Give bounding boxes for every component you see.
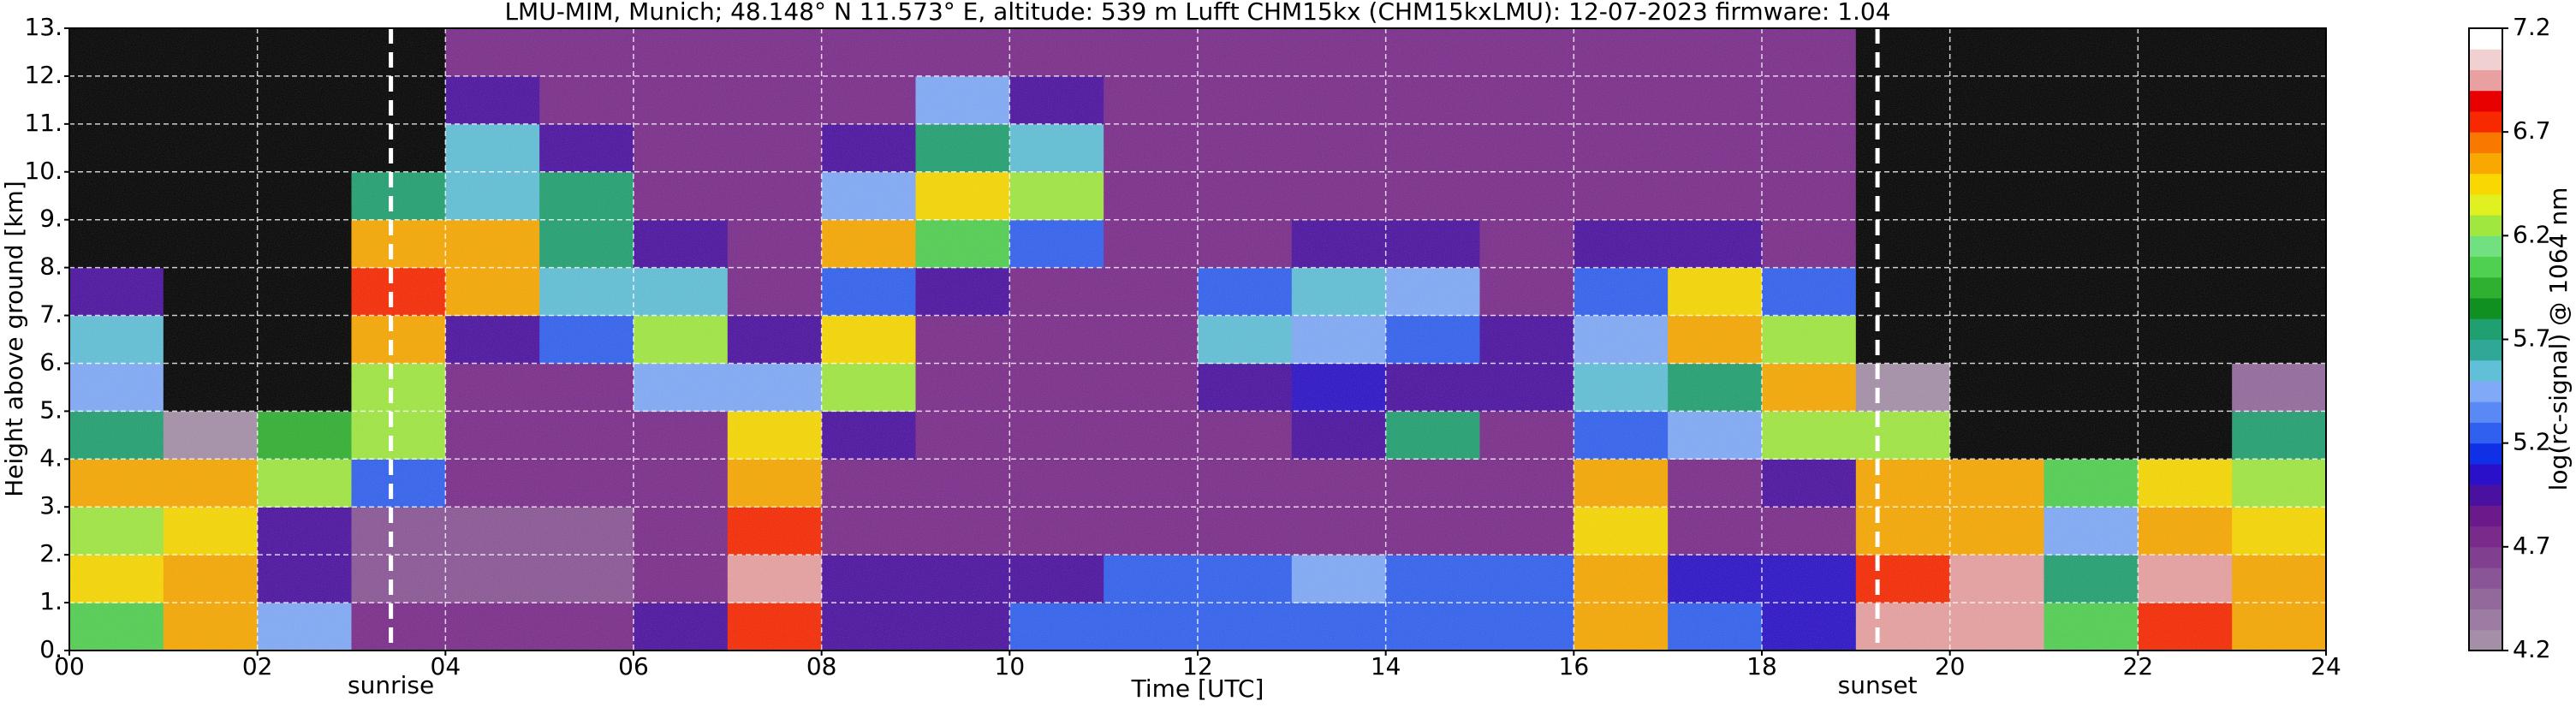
- y-tick-label: 7.: [39, 300, 62, 329]
- colorbar-swatch: [2469, 380, 2502, 402]
- x-tick-label: 04: [431, 652, 461, 680]
- colorbar-swatch: [2469, 339, 2502, 361]
- colorbar-swatch: [2469, 567, 2502, 589]
- colorbar-swatch: [2469, 422, 2502, 444]
- colorbar-swatch: [2469, 609, 2502, 631]
- colorbar-swatch: [2469, 526, 2502, 548]
- colorbar-swatch: [2469, 28, 2502, 50]
- colorbar-swatch: [2469, 629, 2502, 651]
- colorbar-tick-label: 7.2: [2513, 13, 2551, 41]
- colorbar-swatch: [2469, 173, 2502, 195]
- colorbar-swatch: [2469, 69, 2502, 92]
- x-tick-label: 24: [2311, 652, 2341, 680]
- x-axis-label: Time [UTC]: [1131, 674, 1264, 703]
- y-tick-label: 2.: [39, 539, 62, 567]
- y-tick-label: 0.: [39, 635, 62, 663]
- colorbar-label: log(rc-signal) @ 1064 nm: [2544, 187, 2573, 491]
- y-tick-label: 6.: [39, 348, 62, 376]
- colorbar-swatch: [2469, 49, 2502, 70]
- colorbar-tick-label: 4.2: [2513, 635, 2551, 663]
- colorbar-swatch: [2469, 318, 2502, 340]
- colorbar-swatch: [2469, 256, 2502, 278]
- y-tick-label: 4.: [39, 443, 62, 472]
- x-tick-label: 06: [618, 652, 649, 680]
- colorbar-swatch: [2469, 443, 2502, 465]
- y-tick-label: 11.: [24, 109, 62, 137]
- colorbar-tick-label: 6.2: [2513, 220, 2551, 248]
- y-tick-label: 10.: [24, 157, 62, 185]
- y-tick-label: 9.: [39, 205, 62, 233]
- x-tick-label: 00: [54, 652, 85, 680]
- x-tick-label: 08: [806, 652, 837, 680]
- colorbar-swatch: [2469, 276, 2502, 299]
- x-tick-label: 12: [1182, 652, 1213, 680]
- x-tick-label: 18: [1746, 652, 1777, 680]
- y-tick-label: 8.: [39, 253, 62, 281]
- colorbar-swatch: [2469, 90, 2502, 112]
- x-tick-label: 02: [242, 652, 273, 680]
- overlay: 0. 1. 2. 3. 4. 5. 6. 7. 8. 9. 10. 11. 12. 13. 00 02 04 06…: [24, 13, 2550, 699]
- y-axis-label: Height above ground [km]: [0, 181, 28, 497]
- colorbar-swatch: [2469, 401, 2502, 423]
- colorbar-swatch: [2469, 152, 2502, 175]
- chart-title: LMU-MIM, Munich; 48.148° N 11.573° E, al…: [504, 0, 1890, 26]
- colorbar-swatch: [2469, 235, 2502, 258]
- colorbar-swatch: [2469, 298, 2502, 319]
- colorbar-swatch: [2469, 110, 2502, 133]
- plot-frame: [68, 27, 2327, 651]
- x-tick-label: 10: [995, 652, 1026, 680]
- y-tick-label: 13.: [24, 13, 62, 41]
- colorbar-swatch: [2469, 505, 2502, 527]
- annotation-label: sunset: [1838, 671, 1918, 699]
- colorbar-swatch: [2469, 215, 2502, 236]
- x-tick-label: 22: [2123, 652, 2154, 680]
- annotation-label: sunrise: [348, 671, 434, 699]
- colorbar-tick-label: 5.7: [2513, 324, 2551, 353]
- colorbar-swatch: [2469, 588, 2502, 610]
- colorbar-swatch: [2469, 359, 2502, 382]
- colorbar-swatch: [2469, 546, 2502, 568]
- x-tick-label: 16: [1559, 652, 1590, 680]
- y-tick-label: 12.: [24, 61, 62, 89]
- y-tick-label: 3.: [39, 491, 62, 520]
- colorbar-tick-label: 4.7: [2513, 532, 2551, 560]
- x-tick-label: 20: [1935, 652, 1966, 680]
- colorbar-swatch: [2469, 463, 2502, 485]
- y-tick-label: 1.: [39, 587, 62, 615]
- colorbar-swatch: [2469, 193, 2502, 216]
- x-tick-label: 14: [1371, 652, 1401, 680]
- colorbar-swatch: [2469, 484, 2502, 506]
- colorbar-swatch: [2469, 132, 2502, 153]
- colorbar-tick-label: 6.7: [2513, 116, 2551, 145]
- y-tick-label: 5.: [39, 395, 62, 424]
- colorbar-tick-label: 5.2: [2513, 428, 2551, 456]
